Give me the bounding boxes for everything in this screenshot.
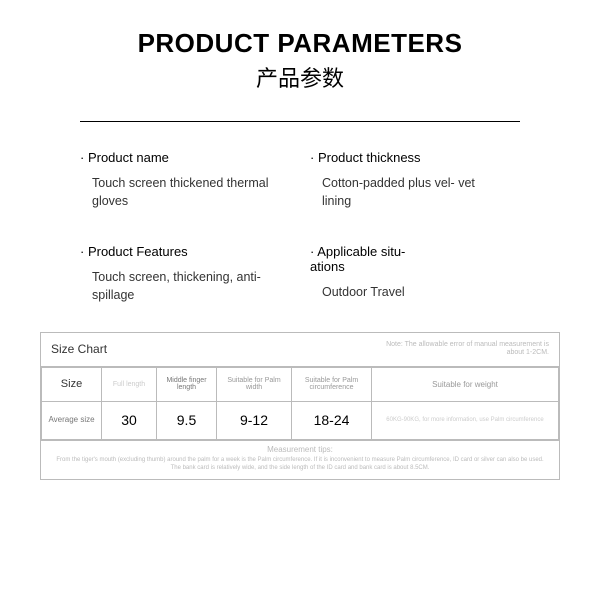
param-value: Outdoor Travel <box>322 284 502 302</box>
param-label: Product Features <box>80 244 290 259</box>
measurement-tips: Measurement tips: From the tiger's mouth… <box>41 440 559 479</box>
param-product-thickness: Product thickness Cotton-padded plus vel… <box>310 150 520 210</box>
col-palm-circ: Suitable for Palm circumference <box>292 367 372 401</box>
cell-weight: 60KG-90KG, for more information, use Pal… <box>372 401 559 439</box>
section-divider <box>80 121 520 122</box>
param-applicable-situations: Applicable situ- ations Outdoor Travel <box>310 244 520 304</box>
param-value: Cotton-padded plus vel- vet lining <box>322 175 502 210</box>
row-label: Average size <box>42 401 102 439</box>
size-chart-title: Size Chart <box>51 342 107 356</box>
col-finger-length: Middle finger length <box>157 367 217 401</box>
title-english: PRODUCT PARAMETERS <box>0 28 600 59</box>
table-header-row: Size Full length Middle finger length Su… <box>42 367 559 401</box>
param-label: Product name <box>80 150 290 165</box>
col-full-length: Full length <box>102 367 157 401</box>
table-row: Average size 30 9.5 9-12 18-24 60KG-90KG… <box>42 401 559 439</box>
param-product-features: Product Features Touch screen, thickenin… <box>80 244 290 304</box>
param-product-name: Product name Touch screen thickened ther… <box>80 150 290 210</box>
param-value: Touch screen, thickening, anti-spillage <box>92 269 272 304</box>
tips-title: Measurement tips: <box>47 445 553 454</box>
title-chinese: 产品参数 <box>0 61 600 93</box>
size-table: Size Full length Middle finger length Su… <box>41 367 559 440</box>
cell-palm-width: 9-12 <box>217 401 292 439</box>
param-value: Touch screen thickened thermal gloves <box>92 175 272 210</box>
size-chart-note: Note: The allowable error of manual meas… <box>369 341 549 358</box>
tips-line-1: From the tiger's mouth (excluding thumb)… <box>47 456 553 464</box>
size-chart: Size Chart Note: The allowable error of … <box>40 332 560 480</box>
param-label: Product thickness <box>310 150 520 165</box>
col-weight: Suitable for weight <box>372 367 559 401</box>
cell-finger-length: 9.5 <box>157 401 217 439</box>
parameters-grid: Product name Touch screen thickened ther… <box>80 150 520 304</box>
cell-palm-circ: 18-24 <box>292 401 372 439</box>
col-size: Size <box>42 367 102 401</box>
param-label: Applicable situ- ations <box>310 244 520 274</box>
cell-full-length: 30 <box>102 401 157 439</box>
tips-line-2: The bank card is relatively wide, and th… <box>47 464 553 472</box>
col-palm-width: Suitable for Palm width <box>217 367 292 401</box>
